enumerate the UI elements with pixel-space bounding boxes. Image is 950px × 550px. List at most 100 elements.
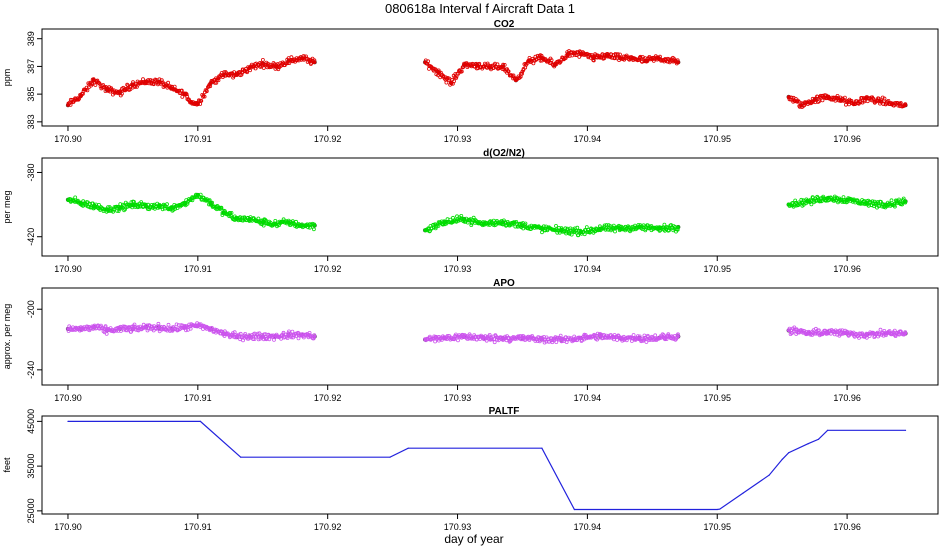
y-tick-label: 389	[26, 31, 36, 46]
data-point	[793, 198, 798, 203]
data-point	[501, 62, 506, 67]
data-point	[248, 68, 253, 73]
data-point	[582, 232, 587, 237]
data-point	[821, 194, 826, 199]
data-point	[287, 329, 291, 334]
data-point	[306, 225, 310, 230]
data-point	[506, 69, 511, 74]
data-point	[742, 492, 744, 494]
data-point	[899, 329, 903, 334]
data-point	[676, 332, 680, 337]
data-point	[541, 224, 546, 229]
data-point	[631, 333, 636, 337]
data-point	[538, 58, 543, 63]
data-point	[503, 220, 508, 225]
data-point	[716, 508, 718, 511]
data-point	[817, 99, 821, 104]
data-point	[566, 53, 570, 57]
data-point	[817, 328, 821, 333]
data-point	[580, 338, 584, 343]
x-tick-label: 170.93	[444, 393, 472, 403]
data-point	[452, 337, 457, 342]
data-point	[236, 332, 241, 337]
data-point	[897, 197, 901, 202]
data-point	[131, 80, 135, 85]
x-tick-label: 170.92	[314, 393, 342, 403]
x-axis-label: day of year	[444, 532, 503, 546]
data-point	[312, 333, 317, 338]
data-point	[860, 96, 864, 100]
data-point	[78, 328, 82, 333]
data-point	[204, 89, 209, 94]
data-point	[803, 100, 808, 105]
data-point	[856, 334, 860, 338]
data-point	[465, 220, 470, 225]
data-point	[208, 84, 213, 89]
data-point	[870, 199, 875, 204]
data-point	[461, 333, 466, 338]
y-tick-label: 25000	[26, 498, 36, 523]
plot-frame	[41, 157, 939, 257]
data-point	[573, 53, 578, 57]
data-point	[251, 337, 256, 342]
data-point	[242, 215, 247, 220]
x-tick-label: 170.94	[574, 522, 602, 532]
data-point	[407, 447, 409, 449]
data-point	[258, 218, 263, 223]
data-point	[540, 335, 544, 340]
x-tick-label: 170.91	[184, 393, 212, 403]
data-point	[93, 83, 98, 87]
data-point	[447, 76, 452, 81]
data-point	[174, 322, 179, 327]
data-point	[871, 96, 875, 101]
data-point	[904, 429, 907, 431]
x-tick-label: 170.94	[574, 134, 602, 144]
data-point	[294, 219, 299, 224]
data-point	[108, 328, 113, 333]
data-point	[199, 420, 202, 422]
data-point	[540, 230, 544, 235]
data-point	[110, 207, 115, 212]
x-tick-label: 170.91	[184, 134, 212, 144]
data-point	[444, 80, 449, 85]
data-point	[858, 100, 863, 105]
x-tick-label: 170.95	[703, 393, 731, 403]
data-point	[892, 328, 897, 333]
data-point	[807, 443, 809, 445]
x-tick-label: 170.90	[54, 264, 82, 274]
data-point	[574, 230, 579, 235]
data-point	[311, 227, 316, 232]
data-point	[145, 323, 150, 328]
y-axis-label: ppm	[2, 69, 12, 87]
data-point	[814, 96, 819, 101]
x-tick-label: 170.96	[833, 134, 861, 144]
data-point	[118, 89, 123, 93]
data-point	[198, 192, 203, 197]
data-point	[477, 61, 482, 66]
data-point	[199, 99, 204, 103]
data-point	[285, 61, 290, 66]
data-point	[901, 196, 906, 201]
data-point	[147, 81, 152, 86]
data-point	[85, 324, 89, 329]
data-point	[465, 218, 470, 223]
data-point	[165, 202, 169, 207]
data-point	[389, 456, 391, 458]
x-tick-label: 170.94	[574, 393, 602, 403]
data-point	[85, 88, 90, 93]
data-point	[73, 195, 78, 200]
data-point	[886, 99, 891, 103]
data-point	[530, 334, 535, 338]
data-point	[184, 328, 188, 333]
data-point	[456, 338, 460, 343]
data-point	[276, 67, 281, 72]
x-tick-label: 170.94	[574, 264, 602, 274]
data-point	[296, 336, 301, 341]
data-point	[459, 213, 464, 218]
y-tick-label: 35000	[26, 454, 36, 479]
data-point	[674, 336, 679, 341]
data-point	[110, 88, 115, 92]
data-point	[260, 58, 265, 62]
data-point	[675, 60, 680, 65]
data-point	[161, 324, 166, 329]
